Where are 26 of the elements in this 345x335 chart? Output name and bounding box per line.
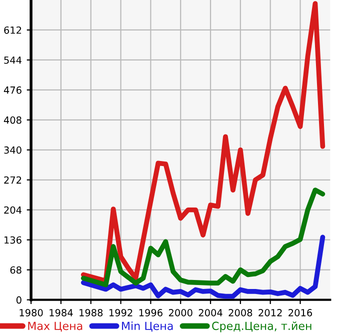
x-tick-label: 2012 — [258, 309, 282, 316]
y-tick-label: 544 — [4, 56, 22, 64]
x-tick-label: 2000 — [168, 309, 192, 316]
x-tick-label: 1988 — [80, 309, 103, 316]
line-series — [80, 188, 326, 288]
y-tick-label: 136 — [4, 236, 22, 244]
x-tick-label: 2004 — [198, 309, 222, 316]
y-tick-label: 612 — [4, 26, 22, 34]
x-tick-label: 2016 — [288, 309, 312, 316]
line-series — [80, 1, 326, 284]
y-tick-label: 476 — [4, 86, 22, 94]
x-tick-label: 1996 — [139, 309, 162, 316]
legend-label: Max Цена — [28, 322, 82, 332]
y-tick-label: 68 — [10, 266, 22, 274]
y-tick-label: 408 — [4, 116, 22, 124]
x-tick-label: 1984 — [50, 309, 73, 316]
legend-label: Min Цена — [122, 321, 173, 332]
y-tick-label: 272 — [4, 176, 22, 184]
legend-label: Сред.Цена, т.йен — [212, 322, 312, 332]
y-tick-label: 340 — [4, 146, 22, 154]
y-tick-label: 204 — [4, 206, 22, 214]
y-tick-label: 0 — [16, 296, 22, 304]
x-tick-label: 1980 — [20, 309, 43, 316]
line-series — [80, 234, 326, 299]
x-tick-label: 2008 — [228, 309, 252, 316]
x-tick-label: 1992 — [109, 309, 132, 316]
